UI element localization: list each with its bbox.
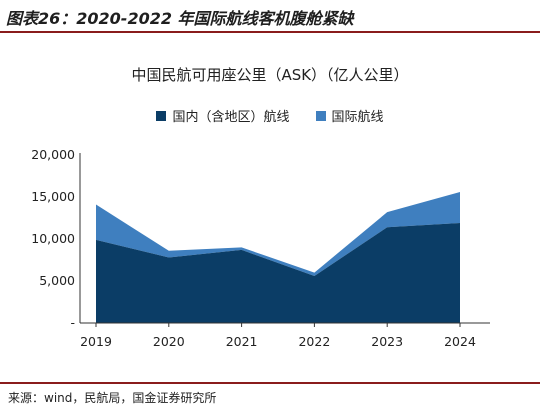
area-series-international [96, 191, 460, 276]
y-tick-label: 15,000 [31, 189, 75, 204]
y-tick-label: 20,000 [31, 147, 75, 162]
x-tick-label: 2022 [298, 334, 330, 349]
legend-swatch-domestic [156, 110, 167, 121]
x-tick-label: 2019 [80, 334, 112, 349]
legend: 国内（含地区）航线 国际航线 [0, 106, 540, 125]
figure-title: 图表26：2020-2022 年国际航线客机腹舱紧缺 [6, 9, 354, 28]
chart-title: 中国民航可用座公里（ASK）（亿人公里） [131, 66, 409, 84]
y-tick-label: - [70, 315, 75, 330]
legend-item-domestic: 国内（含地区）航线 [156, 106, 290, 125]
title-divider [0, 31, 540, 33]
x-tick-label: 2021 [226, 334, 258, 349]
x-tick-label: 2023 [371, 334, 403, 349]
y-tick-label: 5,000 [39, 273, 75, 288]
area-chart: - 5,000 10,000 15,000 20,000 2019 2020 2021 2022… [31, 147, 490, 349]
x-tick-label: 2024 [444, 334, 476, 349]
source-divider [0, 382, 540, 384]
legend-label-domestic: 国内（含地区）航线 [172, 110, 290, 125]
y-tick-label: 10,000 [31, 231, 75, 246]
source-note: 来源：wind，民航局，国金证券研究所 [8, 391, 217, 405]
area-series-domestic [96, 223, 460, 323]
x-tick-label: 2020 [153, 334, 185, 349]
legend-swatch-international [315, 110, 326, 121]
legend-item-international: 国际航线 [315, 106, 384, 125]
legend-label-international: 国际航线 [331, 110, 384, 125]
